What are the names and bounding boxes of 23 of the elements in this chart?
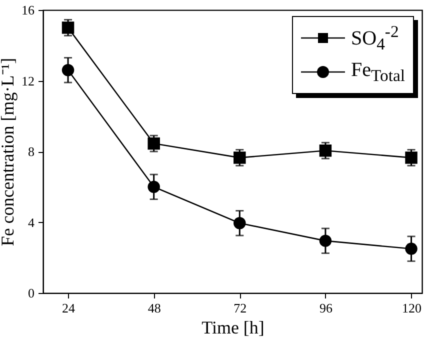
y-tick-label: 0 — [28, 286, 34, 300]
point — [319, 144, 332, 157]
point — [234, 217, 246, 230]
point — [148, 180, 160, 193]
y-tick-label: 8 — [28, 144, 34, 159]
x-tick-label: 24 — [62, 300, 76, 316]
y-tick-label: 12 — [22, 73, 34, 88]
y-tick-label: 4 — [28, 214, 35, 230]
x-tick-label: 72 — [234, 300, 247, 316]
point — [62, 22, 74, 34]
x-tick-label: 48 — [148, 300, 161, 316]
point — [405, 152, 418, 164]
point — [148, 137, 160, 150]
point — [62, 64, 74, 76]
point — [405, 242, 418, 255]
x-axis-title: Time [h] — [202, 318, 264, 338]
point — [319, 234, 332, 247]
legend-label: Fe$_{Total}$ — [351, 58, 405, 86]
point — [234, 152, 246, 164]
x-tick-label: 120 — [402, 300, 422, 316]
x-tick-label: 96 — [319, 300, 333, 316]
y-tick-label: 16 — [22, 2, 35, 18]
y-axis-title: Fe concentration [mg·L⁻¹] — [0, 58, 18, 246]
